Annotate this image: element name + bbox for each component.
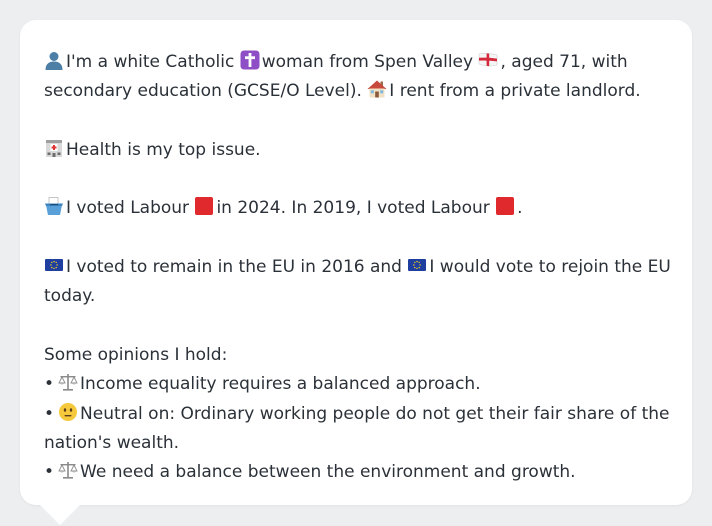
- person-silhouette-icon: [45, 52, 63, 70]
- opinions-heading: Some opinions I hold:: [44, 344, 228, 365]
- opinion-item: • Income equality requires a balanced ap…: [44, 370, 684, 399]
- latin-cross-icon: [240, 50, 260, 70]
- vote-text-2: in 2024. In 2019, I voted Labour: [216, 198, 490, 219]
- hospital-icon: [46, 139, 62, 157]
- demographics-text-3: , aged 71, with secondary education (GCS…: [44, 52, 628, 102]
- opinion-item: • We need a balance between the environm…: [44, 458, 684, 487]
- vote-text-3: .: [517, 198, 523, 219]
- house-icon: [367, 80, 387, 98]
- health-paragraph: Health is my top issue.: [44, 136, 684, 165]
- opinion-text: We need a balance between the environmen…: [80, 462, 576, 483]
- voting-paragraph: I voted Labour in 2024. In 2019, I voted…: [44, 194, 684, 223]
- bullet: •: [44, 374, 55, 395]
- housing-text: I rent from a private landlord.: [389, 81, 641, 102]
- eu-flag-icon: [45, 259, 63, 272]
- neutral-face-icon: [59, 402, 78, 421]
- balance-scale-icon: [58, 462, 78, 479]
- demographics-text-2: woman from Spen Valley: [261, 52, 474, 72]
- eu-text-2: I would vote to rejoin the EU today.: [44, 257, 671, 307]
- opinion-text: Neutral on: Ordinary working people do n…: [44, 403, 670, 453]
- red-square-icon: [195, 197, 214, 216]
- ballot-box-icon: [45, 197, 63, 216]
- demographics-paragraph: I'm a white Catholic woman from Spen Val…: [44, 48, 684, 107]
- vote-text-1: I voted Labour: [66, 198, 190, 219]
- eu-flag-icon: [408, 259, 427, 272]
- balance-scale-icon: [58, 374, 78, 391]
- bullet: •: [44, 462, 55, 483]
- demographics-text-1: I'm a white Catholic: [66, 52, 235, 72]
- bullet: •: [44, 403, 55, 424]
- eu-paragraph: I voted to remain in the EU in 2016 and …: [44, 253, 684, 312]
- england-flag-icon: [479, 53, 498, 67]
- persona-content: I'm a white Catholic woman from Spen Val…: [44, 48, 684, 487]
- speech-bubble-tail: [40, 505, 80, 525]
- red-square-icon: [496, 197, 515, 216]
- opinions-list: • Income equality requires a balanced ap…: [44, 370, 684, 487]
- health-text: Health is my top issue.: [66, 139, 261, 160]
- opinion-item: • Neutral on: Ordinary working people do…: [44, 400, 684, 459]
- opinion-text: Income equality requires a balanced appr…: [80, 374, 481, 395]
- eu-text-1: I voted to remain in the EU in 2016 and: [66, 257, 402, 278]
- persona-card: I'm a white Catholic woman from Spen Val…: [20, 20, 692, 505]
